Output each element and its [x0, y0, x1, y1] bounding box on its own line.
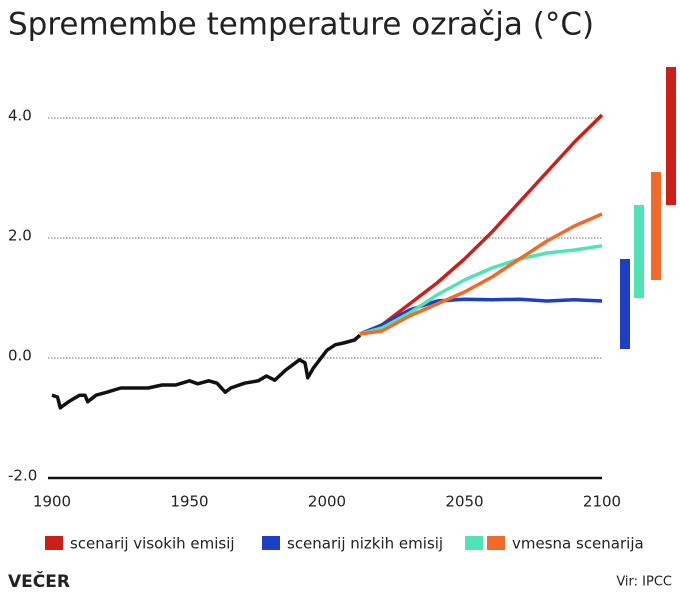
range-bar [620, 259, 630, 349]
chart-title: Spremembe temperature ozračja (°C) [8, 7, 594, 43]
series-line [359, 244, 603, 336]
y-tick-label: 4.0 [8, 107, 32, 125]
legend-label: scenarij nizkih emisij [287, 535, 443, 553]
source: Vir: IPCC [616, 575, 672, 590]
legend-label: scenarij visokih emisij [70, 535, 235, 553]
legend-swatch [487, 536, 505, 550]
y-tick-label: 2.0 [8, 227, 32, 245]
x-tick-label: 2050 [445, 493, 483, 511]
x-tick-label: 2000 [308, 493, 346, 511]
brand: VEČER [8, 570, 70, 592]
x-tick-label: 2100 [583, 493, 621, 511]
series-line [51, 333, 362, 410]
range-bar [651, 172, 661, 280]
legend-label: vmesna scenarija [512, 535, 644, 553]
range-bar [634, 205, 644, 298]
series-line [359, 297, 603, 336]
series-line [359, 212, 603, 336]
legend-swatch [45, 536, 63, 550]
series-line [359, 113, 604, 336]
legend-swatch [262, 536, 280, 550]
x-tick-label: 1950 [170, 493, 208, 511]
x-tick-label: 1900 [33, 493, 71, 511]
y-tick-label: 0.0 [8, 347, 32, 365]
y-tick-label: -2.0 [8, 467, 37, 485]
legend-swatch [465, 536, 483, 550]
range-bar [666, 67, 676, 205]
